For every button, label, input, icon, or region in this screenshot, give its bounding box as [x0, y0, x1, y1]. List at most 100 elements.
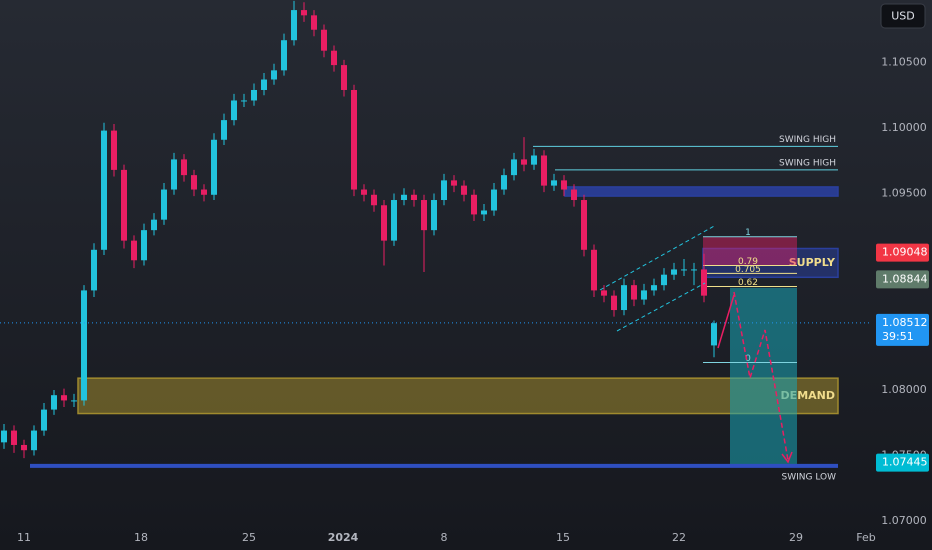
candle-body: [511, 159, 517, 176]
projection-line: [717, 294, 735, 349]
candle-body: [701, 269, 707, 296]
y-tick-label: 1.10000: [881, 121, 927, 134]
x-tick-label: 29: [789, 531, 803, 544]
y-tick-label: 1.08000: [881, 383, 927, 396]
candle-body: [141, 230, 147, 261]
candle-body: [491, 189, 497, 211]
candle-body: [201, 189, 207, 195]
candle-body: [71, 400, 77, 402]
swing-low-label: SWING LOW: [781, 472, 836, 482]
fib-label: 0: [745, 354, 751, 364]
x-tick-label: 18: [134, 531, 148, 544]
candle-body: [371, 194, 377, 206]
candle-body: [111, 130, 117, 170]
candle-body: [671, 269, 677, 275]
candle-body: [641, 290, 647, 300]
zone-label: SUPPLY: [789, 256, 836, 269]
zone: [564, 186, 839, 197]
candle-body: [251, 89, 257, 101]
candle-body: [431, 200, 437, 231]
x-tick-label: 25: [242, 531, 256, 544]
axes: 1.070001.075001.080001.095001.100001.105…: [0, 55, 929, 544]
candle-body: [461, 185, 467, 195]
candle-body: [231, 100, 237, 121]
price-badge: [876, 453, 929, 472]
candle-body: [291, 10, 297, 41]
candle-body: [281, 40, 287, 71]
price-badge-label: 1.08844: [882, 272, 928, 285]
candle-body: [711, 323, 717, 346]
price-badge: [876, 270, 929, 289]
candle-body: [601, 290, 607, 296]
x-tick-label: 2024: [328, 531, 359, 544]
swing-high-label: SWING HIGH: [779, 135, 836, 145]
candle-body: [481, 210, 487, 215]
x-tick-label: 15: [556, 531, 570, 544]
candle-body: [1, 430, 7, 443]
candle-body: [61, 395, 67, 401]
candle-body: [91, 249, 97, 291]
candle-body: [151, 219, 157, 231]
currency-button[interactable]: [880, 3, 926, 29]
channel-line: [599, 224, 717, 291]
candle-body: [361, 189, 367, 195]
zone: [77, 377, 839, 415]
projection-path: [733, 291, 789, 461]
candle-body: [621, 285, 627, 311]
fib-label: 0.62: [738, 278, 758, 288]
candle-body: [651, 285, 657, 291]
candle-body: [21, 444, 27, 451]
candle-body: [101, 130, 107, 250]
candle-body: [121, 169, 127, 241]
currency-label: USD: [891, 10, 915, 23]
y-tick-label: 1.07000: [881, 514, 927, 527]
candle-body: [661, 274, 667, 286]
candle-body: [521, 159, 527, 165]
candle-body: [541, 155, 547, 186]
candle-body: [191, 175, 197, 190]
candle-body: [221, 120, 227, 140]
fib-label: 0.79: [738, 257, 758, 267]
candle-body: [611, 295, 617, 311]
candle-body: [131, 240, 137, 261]
arrow-head: [781, 451, 793, 464]
candle-body: [331, 50, 337, 66]
candle-body: [271, 70, 277, 80]
candle-body: [11, 430, 17, 445]
candle-body: [81, 290, 87, 401]
candle-body: [41, 409, 47, 431]
fib-band: [703, 236, 797, 266]
candle-body: [531, 155, 537, 165]
fib-label: 0.705: [735, 265, 761, 275]
candle-body: [421, 200, 427, 231]
candle-body: [471, 194, 477, 215]
x-tick-label: 11: [17, 531, 31, 544]
candle-body: [211, 139, 217, 195]
candle-body: [631, 285, 637, 300]
zone: [702, 247, 839, 279]
candle-body: [181, 159, 187, 176]
candle-body: [351, 89, 357, 190]
candle-body: [381, 205, 387, 241]
candle-body: [501, 175, 507, 190]
target-box: [730, 287, 797, 465]
candle-body: [341, 65, 347, 90]
candle-body: [301, 10, 307, 16]
price-badge: [876, 243, 929, 262]
channel-line: [616, 282, 706, 332]
countdown: 39:51: [882, 330, 914, 343]
candle-body: [161, 189, 167, 220]
candle-body: [571, 189, 577, 201]
candle-body: [321, 29, 327, 51]
x-tick-label: 22: [672, 531, 686, 544]
price-badge-label: 1.08512: [882, 316, 928, 329]
candle-body: [441, 180, 447, 201]
candle-body: [311, 15, 317, 30]
y-tick-label: 1.09500: [881, 186, 927, 199]
candle-body: [591, 249, 597, 291]
price-badge: [876, 313, 929, 346]
price-badge-label: 1.07445: [882, 456, 928, 469]
